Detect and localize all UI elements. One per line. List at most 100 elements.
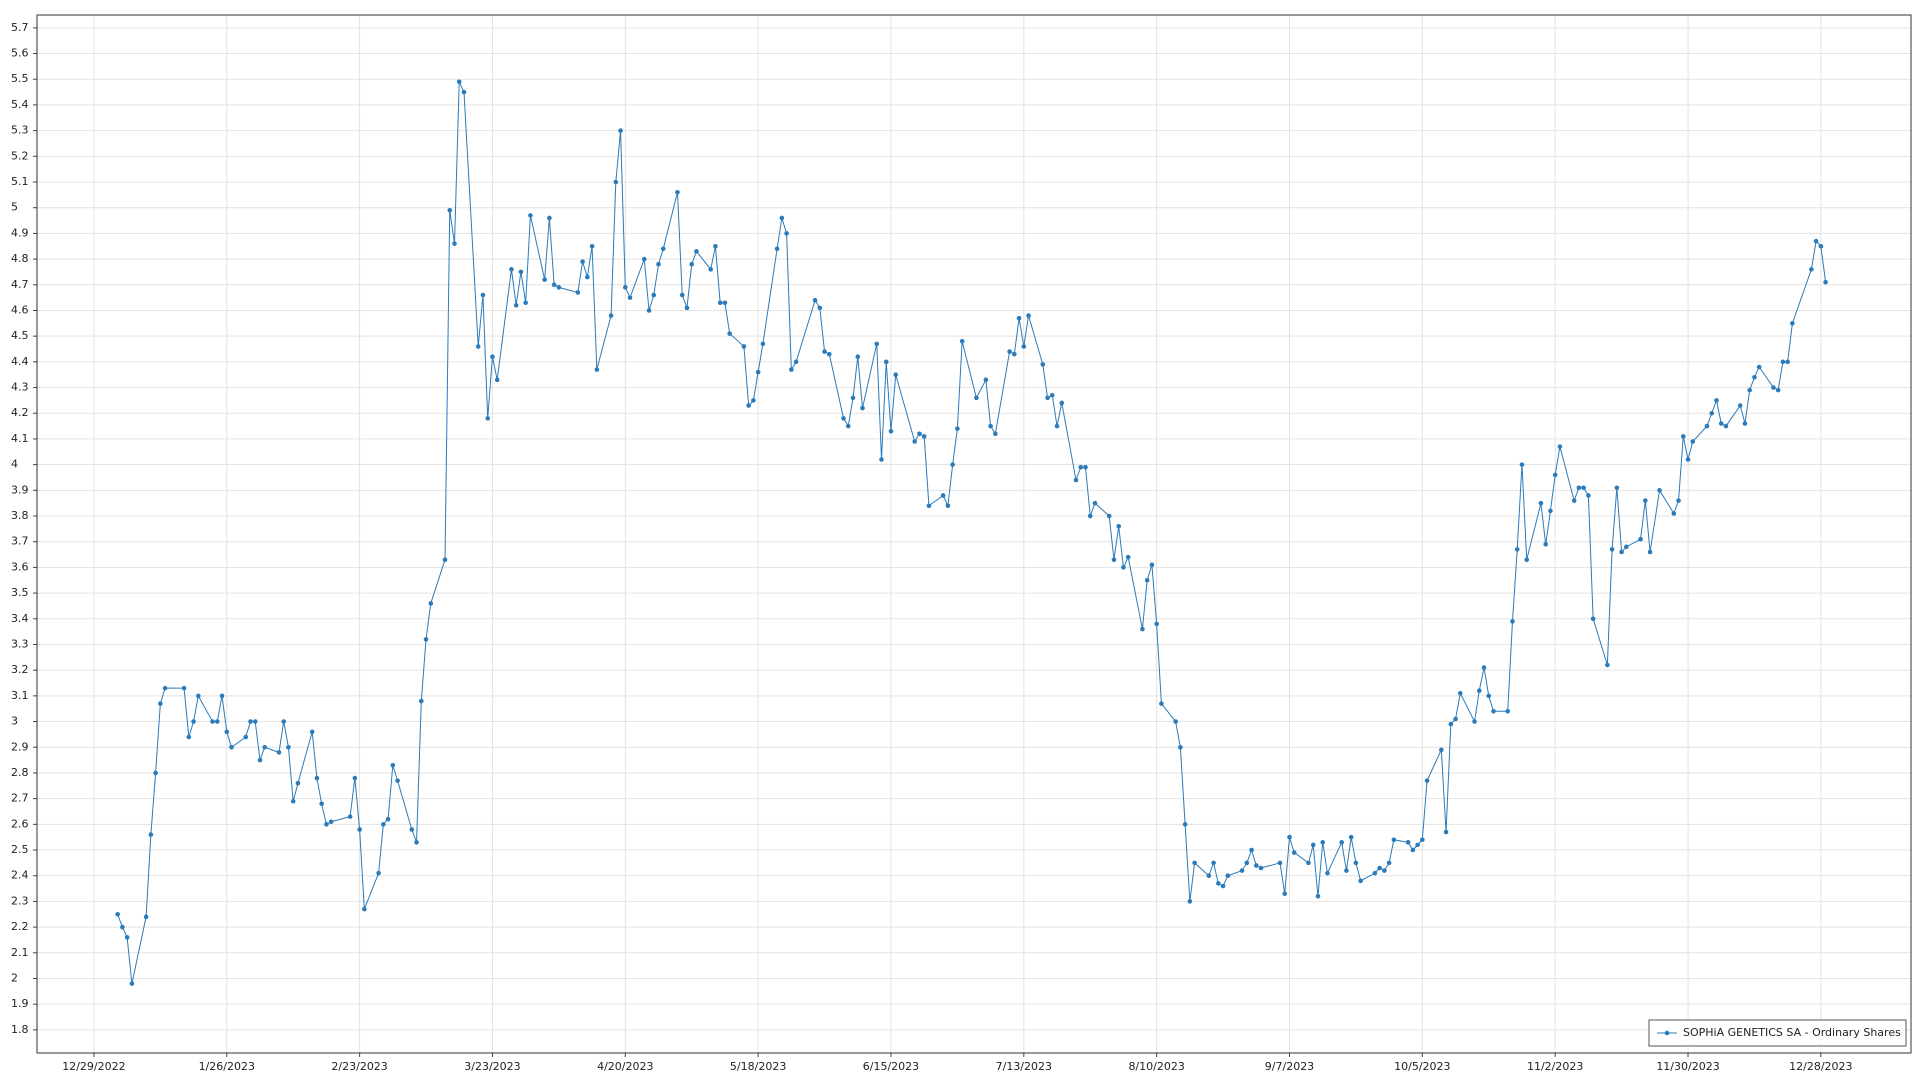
data-point [257,757,263,763]
data-point [1045,395,1050,401]
data-point [1676,498,1681,503]
y-tick-label: 2.5 [11,843,29,856]
y-tick-label: 4.6 [11,303,29,316]
data-point [1111,557,1117,562]
data-point [1476,688,1482,694]
x-tick-label: 12/28/2023 [1789,1060,1852,1073]
data-point [1405,840,1411,845]
data-point [1813,238,1819,244]
data-point [1643,498,1648,503]
data-point [480,292,486,298]
data-point [243,734,249,740]
y-tick-label: 2.3 [11,894,29,907]
data-point [955,426,960,431]
data-point [509,267,514,272]
x-tick-label: 1/26/2023 [199,1060,255,1073]
data-point [1220,883,1226,889]
data-point [1505,708,1511,714]
data-point [485,416,491,421]
data-point [751,398,756,403]
data-point [717,300,723,306]
data-point [1277,860,1283,866]
data-point [1680,434,1686,439]
data-point [912,439,917,444]
data-point [1249,847,1254,853]
y-tick-label: 3.9 [11,483,29,496]
data-point [158,701,163,706]
data-point [1358,878,1363,884]
data-point [309,729,315,735]
data-point [1457,690,1463,696]
data-point [1083,464,1088,470]
data-point [262,744,268,750]
data-point [148,832,154,837]
data-point [428,601,434,606]
data-point [295,780,301,786]
x-tick-label: 11/30/2023 [1656,1060,1719,1073]
data-point [1647,549,1653,555]
data-point [1790,321,1795,326]
data-point [1211,860,1216,866]
data-point [1182,822,1188,827]
y-tick-label: 3.8 [11,509,29,522]
data-point [362,906,367,912]
data-point [328,819,334,825]
data-point [1420,837,1425,843]
data-point [921,434,927,439]
data-point [1054,423,1060,429]
y-tick-label: 5.4 [11,98,29,111]
data-point [219,693,225,699]
data-point [613,179,619,185]
data-point [1382,868,1387,873]
data-point [129,981,135,986]
x-tick-label: 8/10/2023 [1128,1060,1184,1073]
data-point [1016,315,1022,321]
data-point [1756,364,1762,370]
data-point [1609,547,1615,552]
data-point [1116,523,1122,529]
data-point [1619,549,1624,555]
data-point [580,259,585,264]
data-point [1514,547,1520,552]
data-point [490,354,495,360]
data-point [1007,349,1012,354]
y-tick-label: 1.8 [11,1023,29,1036]
data-point [214,719,220,724]
data-point [755,369,761,375]
data-point [442,557,448,562]
data-point [1576,485,1582,491]
data-point [1752,374,1757,380]
data-point [324,822,329,827]
data-point [817,305,823,311]
data-point [660,246,666,252]
data-point [1690,439,1696,444]
data-point [1078,464,1084,470]
data-point [784,231,789,236]
x-tick-label: 6/15/2023 [863,1060,919,1073]
data-point [708,267,713,272]
data-point [713,243,718,249]
data-point [1059,400,1065,406]
data-point [1353,860,1359,866]
data-point [1372,870,1378,876]
data-point [1453,716,1458,722]
data-point [115,911,120,917]
data-point [556,285,562,290]
data-point [1021,344,1027,349]
data-point [694,249,699,254]
data-point [926,503,932,509]
data-point [622,285,628,290]
data-point [381,822,386,827]
data-point [1614,485,1620,491]
data-point [1040,362,1046,367]
data-point [1818,243,1824,249]
data-point [1216,881,1221,886]
data-point [229,744,234,750]
data-point [276,750,282,755]
data-point [1605,662,1610,668]
data-point [1709,410,1715,416]
data-point [888,428,894,434]
y-tick-label: 5.7 [11,21,29,34]
y-tick-label: 3.7 [11,535,29,548]
data-point [779,215,785,221]
